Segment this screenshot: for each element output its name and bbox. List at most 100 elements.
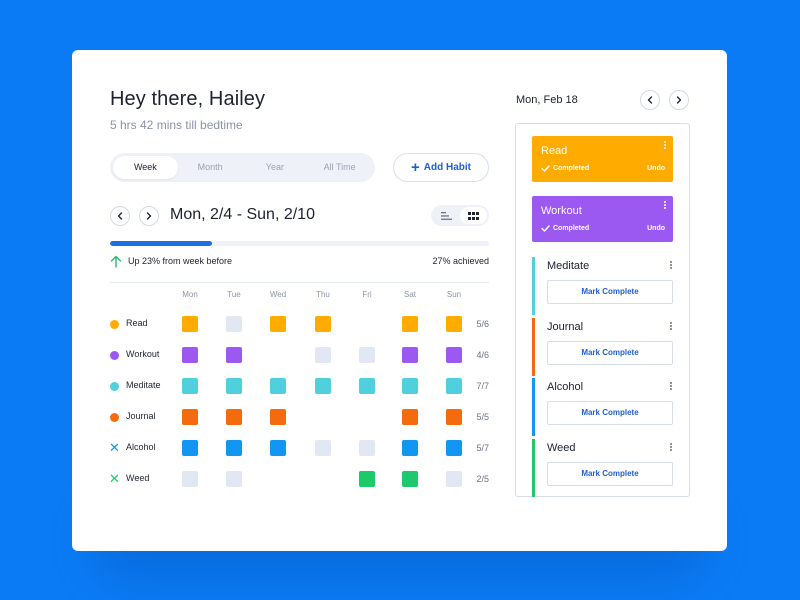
day-cell-thu-missed[interactable] [315,440,331,456]
chevron-right-icon [146,212,152,220]
day-header-mon: Mon [182,290,198,299]
day-cell-mon-missed[interactable] [182,471,198,487]
habit-row-alcohol: ✕ Alcohol 5/7 [109,439,489,459]
more-options-icon[interactable] [663,141,667,150]
habit-name: Weed [126,473,150,483]
add-habit-button[interactable]: + Add Habit [393,153,489,182]
habit-count: 5/6 [476,319,489,329]
day-cell-sun-done[interactable] [446,378,462,394]
color-dot-icon [110,351,119,360]
previous-week-button[interactable] [110,206,130,226]
day-cell-mon-done[interactable] [182,347,198,363]
list-view-button[interactable] [433,207,460,224]
day-cell-thu-missed[interactable] [315,347,331,363]
completed-label: Completed [553,225,590,232]
day-cell-tue-missed[interactable] [226,471,242,487]
habit-color-bar [532,438,535,497]
habit-name: Read [126,318,148,328]
view-mode-toggle [431,205,489,226]
undo-button[interactable]: Undo [647,225,665,232]
more-options-icon[interactable] [669,442,673,452]
color-dot-icon [110,320,119,329]
day-cell-sat-done[interactable] [402,440,418,456]
chevron-right-icon [676,96,682,104]
mark-complete-button[interactable]: Mark Complete [547,461,673,486]
check-icon [541,165,550,172]
day-cell-fri-done[interactable] [359,378,375,394]
previous-day-button[interactable] [640,90,660,110]
day-cell-sat-done[interactable] [402,471,418,487]
day-cell-fri-done[interactable] [359,471,375,487]
day-cell-sat-done[interactable] [402,316,418,332]
habit-color-bar [532,317,535,376]
more-options-icon[interactable] [669,382,673,391]
day-cell-thu-done[interactable] [315,378,331,394]
habit-count: 5/5 [476,412,489,422]
pending-habit-journal: Journal Mark Complete [532,317,673,378]
arrow-up-icon [110,255,122,268]
mark-complete-button[interactable]: Mark Complete [547,401,673,425]
plus-icon: + [411,159,420,176]
day-cell-sun-done[interactable] [446,316,462,332]
day-cell-thu-done[interactable] [315,316,331,332]
day-cell-sat-done[interactable] [402,409,418,425]
mark-complete-button[interactable]: Mark Complete [547,280,673,304]
day-cell-wed-done[interactable] [270,409,286,425]
more-options-icon[interactable] [663,201,667,210]
habit-count: 7/7 [476,381,489,391]
next-day-button[interactable] [669,90,689,110]
chevron-left-icon [117,212,123,220]
day-cell-sun-done[interactable] [446,347,462,363]
day-cell-mon-done[interactable] [182,440,198,456]
day-cell-tue-done[interactable] [226,378,242,394]
habit-color-bar [532,257,535,315]
mark-complete-button[interactable]: Mark Complete [547,340,673,365]
day-cell-mon-done[interactable] [182,378,198,394]
day-cell-tue-done[interactable] [226,347,242,363]
habit-name: Weed [547,441,576,454]
period-tabs: Week Month Year All Time [110,153,375,182]
day-header-fri: Fri [362,290,372,299]
day-cell-sun-done[interactable] [446,440,462,456]
day-header-tue: Tue [227,290,241,299]
day-cell-mon-done[interactable] [182,316,198,332]
day-cell-sat-done[interactable] [402,378,418,394]
tab-all-time[interactable]: All Time [323,162,356,172]
habit-name: Workout [541,205,582,217]
day-cell-fri-missed[interactable] [359,440,375,456]
day-cell-sun-missed[interactable] [446,471,462,487]
tab-year[interactable]: Year [265,162,284,172]
completed-habit-workout: Workout Completed Undo [532,196,673,242]
tab-month[interactable]: Month [197,162,223,172]
habit-color-bar [532,378,535,436]
grid-view-button[interactable] [460,207,487,224]
tab-week[interactable]: Week [113,156,178,179]
day-cell-sun-done[interactable] [446,409,462,425]
day-cell-wed-done[interactable] [270,316,286,332]
habit-name: Journal [547,320,584,333]
habit-count: 4/6 [476,350,489,360]
more-options-icon[interactable] [669,321,673,331]
day-cell-wed-done[interactable] [270,378,286,394]
day-cell-sat-done[interactable] [402,347,418,363]
habit-row-workout: Workout 4/6 [110,346,489,366]
list-view-icon [441,211,452,220]
habit-name: Alcohol [547,381,584,393]
day-cell-tue-done[interactable] [226,409,242,425]
bedtime-countdown: 5 hrs 42 mins till bedtime [110,118,243,132]
achieved-text: 27% achieved [432,256,489,266]
day-cell-mon-done[interactable] [182,409,198,425]
today-date: Mon, Feb 18 [516,94,578,106]
habit-count: 5/7 [476,443,489,453]
x-mark-icon: ✕ [109,471,120,486]
next-week-button[interactable] [139,206,159,226]
day-cell-wed-done[interactable] [270,440,286,456]
day-cell-tue-done[interactable] [226,440,242,456]
undo-button[interactable]: Undo [647,165,665,172]
more-options-icon[interactable] [669,261,673,270]
chevron-left-icon [647,96,653,104]
day-cell-tue-missed[interactable] [226,316,242,332]
day-cell-fri-missed[interactable] [359,347,375,363]
day-header-sat: Sat [403,290,416,299]
greeting-title: Hey there, Hailey [110,88,266,110]
